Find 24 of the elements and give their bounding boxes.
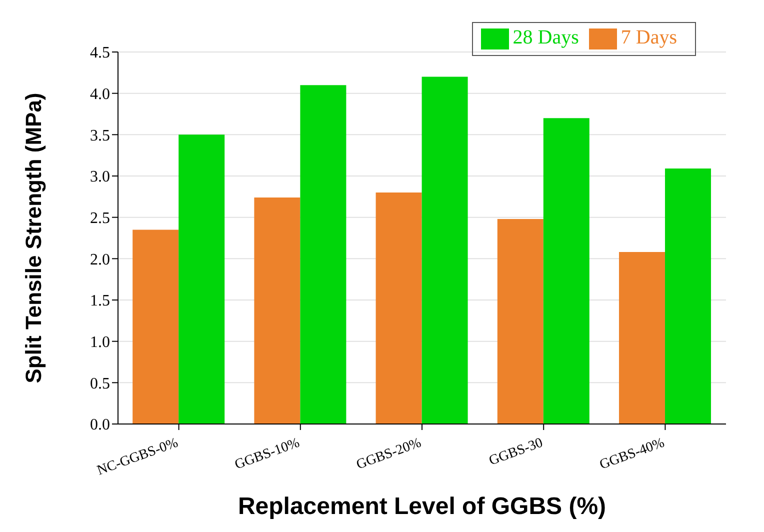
bar: [422, 76, 468, 424]
bar: [497, 218, 544, 424]
y-tick-label: 4.0: [90, 86, 110, 104]
y-axis-title: Split Tensile Strength (MPa): [20, 92, 46, 384]
legend-label: 28 Days: [512, 26, 579, 49]
bar: [178, 134, 225, 424]
bar: [300, 85, 346, 424]
bar: [254, 197, 300, 424]
bar: [618, 252, 665, 424]
y-tick-label: 0.0: [90, 416, 110, 434]
y-tick-label: 4.5: [90, 44, 110, 62]
x-axis-title: Replacement Level of GGBS (%): [238, 493, 606, 520]
y-tick-label: 3.5: [90, 127, 110, 144]
y-tick-label: 1.5: [90, 292, 110, 310]
y-tick-label: 0.5: [90, 375, 110, 392]
bar: [664, 168, 711, 424]
bar: [132, 230, 179, 424]
bar: [543, 118, 590, 424]
legend-label: 7 Days: [620, 26, 677, 49]
bar: [376, 192, 422, 424]
y-tick-label: 2.0: [90, 251, 110, 268]
y-tick-label: 3.0: [90, 168, 110, 186]
y-tick-label: 2.5: [90, 210, 110, 228]
y-tick-label: 1.0: [90, 334, 110, 352]
